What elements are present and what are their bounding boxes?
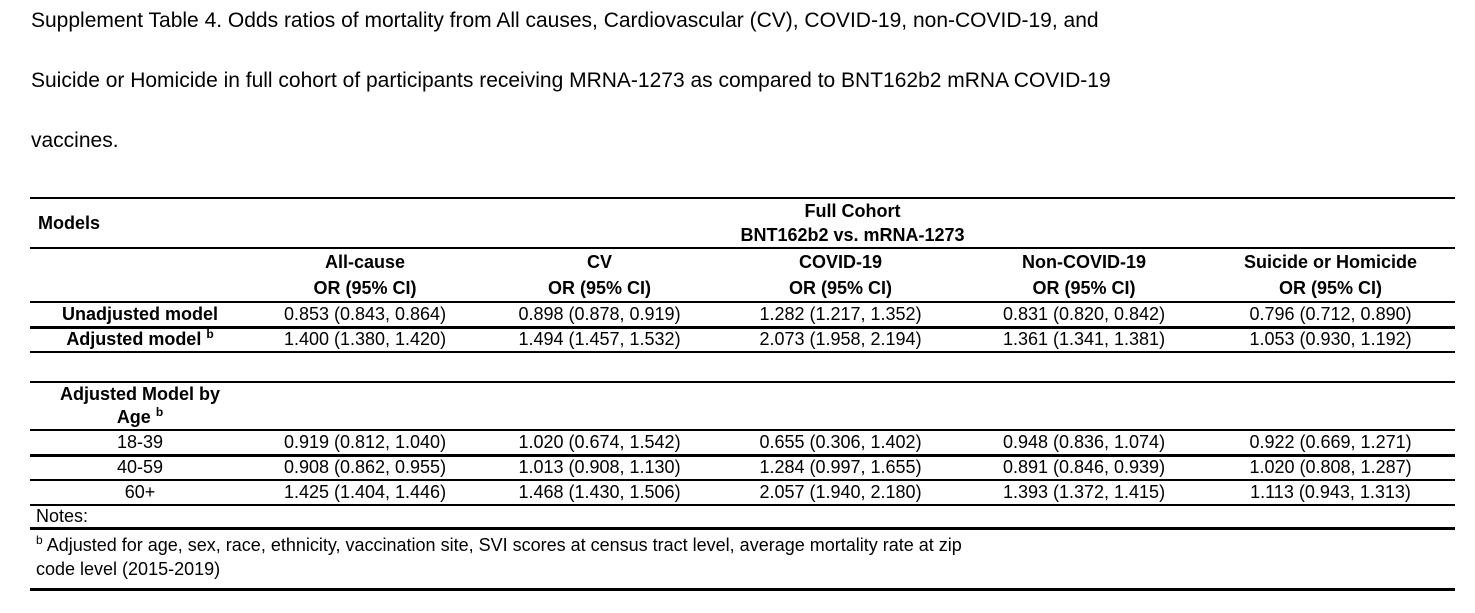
- row-label-superscript: b: [206, 327, 214, 342]
- or-value-cell: 1.494 (1.457, 1.532): [518, 329, 681, 350]
- footnote-line-1: Adjusted for age, sex, race, ethnicity, …: [42, 535, 962, 555]
- or-value-cell: 0.853 (0.843, 0.864): [283, 303, 447, 324]
- or-value-cell: 0.919 (0.812, 1.040): [283, 431, 447, 452]
- title-line-2: Suicide or Homicide in full cohort of pa…: [31, 69, 1111, 92]
- cohort-header-cell: Full Cohort BNT162b2 vs. mRNA-1273: [250, 198, 1455, 248]
- age-section-header-cell: Adjusted Model by Age b: [30, 382, 250, 430]
- or-value-cell: 1.282 (1.217, 1.352): [759, 303, 922, 324]
- or-ci-label: OR (95% CI): [547, 278, 652, 298]
- or-value-cell: 1.393 (1.372, 1.415): [1002, 482, 1166, 502]
- table-row-age-60-plus: 60+ 1.425 (1.404, 1.446) 1.468 (1.430, 1…: [30, 480, 1456, 505]
- or-value-cell: 0.655 (0.306, 1.402): [759, 431, 922, 452]
- table-header-row-columns: All-cause OR (95% CI) CV OR (95% CI) COV…: [30, 248, 1456, 302]
- table-row-age-18-39: 18-39 0.919 (0.812, 1.040) 1.020 (0.674,…: [30, 430, 1456, 455]
- table-row-notes: Notes:: [30, 505, 1456, 529]
- empty-cell: [1206, 382, 1455, 430]
- or-value-cell: 2.073 (1.958, 2.194): [759, 329, 922, 350]
- column-header-all-cause: All-cause OR (95% CI): [250, 248, 480, 302]
- or-value-cell: 0.831 (0.820, 0.842): [1002, 303, 1166, 324]
- row-label-age-18-39: 18-39: [116, 431, 164, 452]
- or-value-cell: 1.425 (1.404, 1.446): [283, 482, 447, 502]
- or-value-cell: 1.013 (0.908, 1.130): [518, 457, 681, 478]
- or-value-cell: 1.361 (1.341, 1.381): [1002, 329, 1166, 350]
- notes-label-cell: Notes:: [36, 506, 89, 526]
- title-line-1: Supplement Table 4. Odds ratios of morta…: [31, 9, 1099, 32]
- footnote-line-2: code level (2015-2019): [36, 559, 221, 579]
- table-header-row-cohort: Models Full Cohort BNT162b2 vs. mRNA-127…: [30, 198, 1456, 248]
- or-value-cell: 1.400 (1.380, 1.420): [283, 329, 447, 350]
- or-ci-label: OR (95% CI): [313, 278, 417, 298]
- row-label-unadjusted-model: Unadjusted model: [30, 302, 250, 327]
- or-value-cell: 2.057 (1.940, 2.180): [759, 482, 922, 502]
- odds-ratio-table: Models Full Cohort BNT162b2 vs. mRNA-127…: [30, 197, 1456, 591]
- or-value-cell: 1.053 (0.930, 1.192): [1249, 329, 1412, 350]
- empty-cell: [250, 382, 480, 430]
- column-header-non-covid19: Non-COVID-19 OR (95% CI): [962, 248, 1206, 302]
- column-label: CV: [586, 252, 612, 272]
- empty-cell: [480, 382, 719, 430]
- models-header-cell: Models: [38, 212, 101, 233]
- column-label: All-cause: [324, 252, 406, 272]
- or-value-cell: 0.948 (0.836, 1.074): [1002, 431, 1166, 452]
- column-header-suicide-homicide: Suicide or Homicide OR (95% CI): [1206, 248, 1455, 302]
- section-spacer-row: [30, 352, 1456, 382]
- or-value-cell: 0.908 (0.862, 0.955): [283, 457, 447, 478]
- or-value-cell: 0.898 (0.878, 0.919): [518, 303, 681, 324]
- or-ci-label: OR (95% CI): [1279, 278, 1383, 298]
- title-line-3: vaccines.: [31, 129, 119, 152]
- empty-cell: [719, 382, 962, 430]
- cohort-subtitle: BNT162b2 vs. mRNA-1273: [740, 225, 965, 245]
- or-value-cell: 1.113 (0.943, 1.313): [1250, 482, 1411, 502]
- table-row-adjusted-model: Adjusted model b 1.400 (1.380, 1.420) 1.…: [30, 327, 1456, 352]
- or-value-cell: 0.796 (0.712, 0.890): [1249, 303, 1412, 324]
- row-label-text: Adjusted model: [66, 329, 202, 350]
- or-value-cell: 1.468 (1.430, 1.506): [518, 482, 681, 502]
- row-label-age-60-plus: 60+: [124, 482, 156, 502]
- age-section-superscript: b: [155, 405, 164, 419]
- or-value-cell: 1.020 (0.808, 1.287): [1249, 457, 1412, 478]
- table-row-unadjusted-model: Unadjusted model 0.853 (0.843, 0.864) 0.…: [30, 302, 1456, 327]
- column-label: Suicide or Homicide: [1244, 252, 1418, 272]
- footnote-superscript-b: b: [36, 533, 43, 547]
- footnote-cell: b Adjusted for age, sex, race, ethnicity…: [30, 529, 1455, 590]
- age-section-title-line1: Adjusted Model by: [59, 384, 220, 404]
- empty-header-cell: [30, 248, 250, 302]
- empty-cell: [962, 382, 1206, 430]
- column-header-cv: CV OR (95% CI): [480, 248, 719, 302]
- or-ci-label: OR (95% CI): [1032, 278, 1136, 298]
- or-value-cell: 1.020 (0.674, 1.542): [518, 431, 681, 452]
- table-row-age-section-header: Adjusted Model by Age b: [30, 382, 1456, 430]
- spacer-cell: [30, 352, 1455, 382]
- or-value-cell: 0.891 (0.846, 0.939): [1002, 457, 1166, 478]
- cohort-title: Full Cohort: [804, 201, 901, 221]
- document-title: Supplement Table 4. Odds ratios of morta…: [31, 10, 1475, 152]
- column-label: Non-COVID-19: [1021, 252, 1146, 272]
- column-label: COVID-19: [798, 252, 883, 272]
- row-label-age-40-59: 40-59: [116, 457, 164, 478]
- age-section-title-line2: Age: [116, 407, 151, 427]
- table-row-age-40-59: 40-59 0.908 (0.862, 0.955) 1.013 (0.908,…: [30, 455, 1456, 480]
- row-label-adjusted-model: Adjusted model b: [30, 327, 250, 352]
- column-header-covid19: COVID-19 OR (95% CI): [719, 248, 962, 302]
- row-label-text: Unadjusted model: [61, 303, 218, 324]
- or-value-cell: 1.284 (0.997, 1.655): [759, 457, 922, 478]
- or-value-cell: 0.922 (0.669, 1.271): [1249, 431, 1412, 452]
- table-row-footnote: b Adjusted for age, sex, race, ethnicity…: [30, 529, 1456, 590]
- or-ci-label: OR (95% CI): [788, 278, 893, 298]
